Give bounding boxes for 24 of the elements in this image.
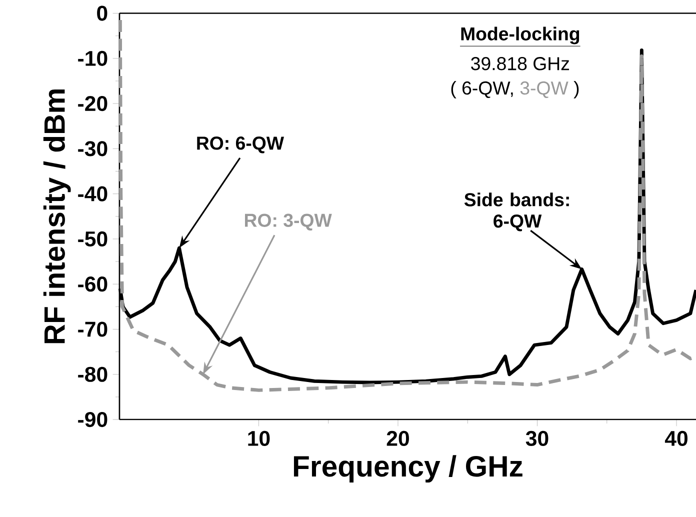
annotation: 3-QW <box>520 81 568 98</box>
y-tick-label: -80 <box>78 366 108 382</box>
y-tick-label: -20 <box>78 96 108 112</box>
y-axis-title: RF intensity / dBm <box>43 89 71 344</box>
annotation: Side bands: 6-QW <box>464 192 569 232</box>
y-tick-label: -60 <box>78 276 108 292</box>
annotation: RO: 6-QW <box>197 136 284 154</box>
y-tick-label: -10 <box>78 50 108 66</box>
x-tick-label: 10 <box>248 430 270 446</box>
y-tick-label: -30 <box>78 141 108 156</box>
annotation: Mode-locking <box>461 26 580 44</box>
x-tick-label: 30 <box>526 430 548 446</box>
x-axis-title: Frequency / GHz <box>294 455 522 483</box>
x-tick-label: 20 <box>386 430 409 446</box>
x-tick-label: 40 <box>664 430 688 446</box>
annotation: 39.818 GHz <box>471 57 570 70</box>
y-tick-label: 0 <box>97 6 108 21</box>
y-tick-label: -90 <box>78 412 108 428</box>
annotation: ( 6-QW, <box>451 80 513 98</box>
y-tick-label: -40 <box>78 186 108 202</box>
y-tick-label: -50 <box>78 231 108 247</box>
annotation: RO: 3-QW <box>245 214 332 230</box>
annotation: ) <box>574 80 579 98</box>
y-tick-label: -70 <box>78 322 108 337</box>
